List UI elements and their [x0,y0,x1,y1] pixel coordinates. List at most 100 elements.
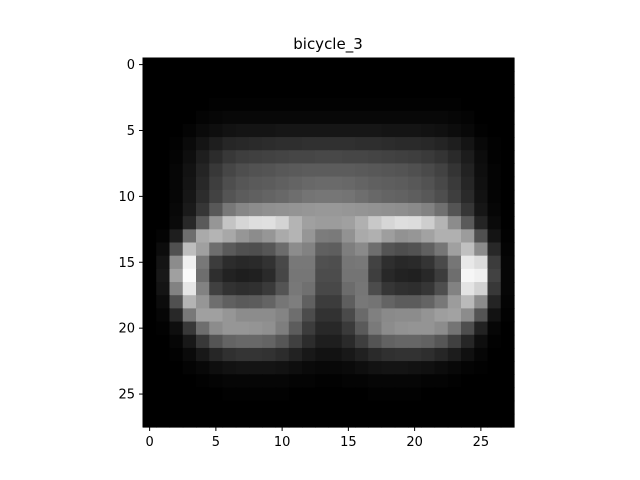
heatmap-cell [315,84,330,99]
heatmap-cell [209,110,224,125]
heatmap-cell [262,71,277,85]
heatmap-cell [447,202,462,217]
heatmap-cell [355,97,369,112]
heatmap-cell [288,84,303,99]
heatmap-cell [500,347,515,362]
heatmap-cell [434,123,449,138]
heatmap-cell [288,400,303,415]
heatmap-cell [182,123,197,138]
heatmap-cell [222,84,237,99]
heatmap-cell [461,400,475,415]
heatmap-cell [500,400,515,415]
heatmap-cell [249,242,263,257]
heatmap-cell [474,361,489,375]
heatmap-cell [288,242,303,257]
heatmap-cell [288,163,303,178]
heatmap-cell [355,374,369,389]
heatmap-cell [196,189,210,204]
heatmap-cell [408,321,422,336]
heatmap-cell [182,295,197,309]
heatmap-cell [461,413,475,428]
heatmap-cell [169,202,184,217]
heatmap-cell [355,347,369,362]
heatmap-cell [408,400,422,415]
heatmap-cell [461,255,475,270]
heatmap-cell [143,123,157,138]
heatmap-cell [315,400,330,415]
heatmap-cell [222,97,237,112]
heatmap-cell [328,295,343,309]
heatmap-cell [461,58,475,72]
heatmap-cell [235,176,250,191]
heatmap-cell [368,361,383,375]
heatmap-cell [447,334,462,349]
heatmap-cell [196,282,210,296]
heatmap-cell [474,347,489,362]
heatmap-cell [500,361,515,375]
heatmap-cell [222,387,237,402]
heatmap-cell [500,58,515,72]
heatmap-cell [302,150,316,165]
heatmap-cell [209,216,224,230]
heatmap-cell [302,255,316,270]
heatmap-cell [341,216,356,230]
heatmap-cell [169,400,184,415]
heatmap-cell [500,242,515,257]
heatmap-cell [182,150,197,165]
heatmap-cell [288,347,303,362]
heatmap-cell [222,282,237,296]
heatmap-cell [461,361,475,375]
heatmap-cell [235,347,250,362]
heatmap-cell [209,361,224,375]
heatmap-cell [461,282,475,296]
heatmap-cell [169,347,184,362]
heatmap-cell [182,321,197,336]
heatmap-cell [487,137,502,151]
heatmap-cell [182,268,197,283]
heatmap-cell [143,334,157,349]
heatmap-cell [156,255,171,270]
heatmap-cell [235,202,250,217]
heatmap-cell [408,361,422,375]
heatmap-cell [209,189,224,204]
heatmap-cell [262,295,277,309]
heatmap-cell [262,268,277,283]
heatmap-cell [262,202,277,217]
heatmap-cell [487,282,502,296]
heatmap-cell [381,163,396,178]
heatmap-cell [182,282,197,296]
heatmap-cell [169,387,184,402]
heatmap-cell [500,321,515,336]
heatmap-cell [355,110,369,125]
heatmap-cell [235,387,250,402]
heatmap-cell [196,123,210,138]
heatmap-cell [434,255,449,270]
heatmap-cell [461,216,475,230]
heatmap-cell [262,229,277,244]
heatmap-cell [302,176,316,191]
heatmap-cell [487,189,502,204]
heatmap-cell [235,268,250,283]
heatmap-cell [434,334,449,349]
heatmap-cell [169,413,184,428]
heatmap-cell [315,361,330,375]
heatmap-cell [434,242,449,257]
heatmap-cell [249,334,263,349]
heatmap-cell [447,308,462,323]
heatmap-cell [341,150,356,165]
heatmap-cell [328,189,343,204]
heatmap-cell [275,229,290,244]
heatmap-cell [328,123,343,138]
heatmap-cell [421,321,436,336]
heatmap-cell [235,84,250,99]
heatmap-cell [156,268,171,283]
heatmap-cell [275,400,290,415]
heatmap-cell [275,255,290,270]
heatmap-cell [156,202,171,217]
heatmap-cell [474,413,489,428]
heatmap-cell [328,268,343,283]
heatmap-cell [328,242,343,257]
axes-frame [142,57,515,428]
heatmap-cell [275,268,290,283]
heatmap-cell [275,150,290,165]
